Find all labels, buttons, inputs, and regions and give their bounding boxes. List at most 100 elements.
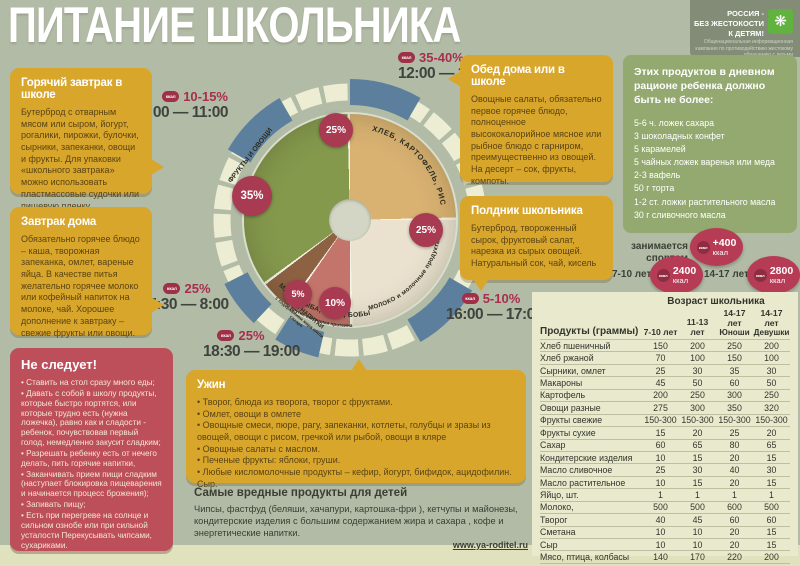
value-cell: 200 xyxy=(764,552,779,563)
box-title: Этих продуктов в дневном рационе ребенка… xyxy=(634,66,775,107)
value-cell: 60 xyxy=(729,514,740,525)
value-cell: 40 xyxy=(729,465,740,476)
value-cell: 15 xyxy=(692,452,703,463)
box-title: Горячий завтрак в школе xyxy=(21,77,123,101)
value-cell: 45 xyxy=(692,514,703,525)
value-cell: 10 xyxy=(692,539,703,550)
arc-dinner xyxy=(275,317,325,358)
product-name: Молоко, xyxy=(540,502,574,513)
list-item: Разрешать ребенку есть от нечего делать,… xyxy=(21,449,162,469)
pointer-tail xyxy=(448,71,461,87)
list-item: Любые кисломолочные продукты – кефир, йо… xyxy=(197,467,515,490)
value-cell: 15 xyxy=(766,452,777,463)
arc-breakfast-home xyxy=(224,271,272,324)
value-cell: 275 xyxy=(653,402,668,413)
value-cell: 1 xyxy=(695,489,700,500)
value-cell: 60 xyxy=(766,514,777,525)
pointer-tail xyxy=(351,359,367,371)
arc-lunch xyxy=(349,79,421,121)
product-name: Сырники, омлет xyxy=(540,365,606,376)
list-item: 30 г сливочного масла xyxy=(634,209,726,220)
value-cell: 35 xyxy=(729,365,740,376)
harmful-title: Самые вредные продукты для детей xyxy=(194,487,408,499)
box-body: Бутерброд с отварным мясом или сыром, йо… xyxy=(21,107,140,211)
list-item: Есть при перегреве на солнце и сильном о… xyxy=(21,511,162,550)
product-name: Рыба xyxy=(540,565,642,566)
box-hot-breakfast: Горячий завтрак в школе Бутерброд с отва… xyxy=(10,68,164,211)
dont-list: Ставить на стол сразу много еды;Давать с… xyxy=(21,378,162,550)
list-item: 5-6 ч. ложек сахара xyxy=(634,117,714,128)
table-row: Сметана 10 10 20 15 xyxy=(540,525,790,538)
box-title: Обед дома или в школе xyxy=(471,64,565,88)
list-item: Творог, блюда из творога, творог с фрукт… xyxy=(197,397,515,409)
value-cell: 80 xyxy=(729,440,740,451)
table-row: Сахар 60 65 80 65 xyxy=(540,438,790,451)
svg-text:ХЛЕБ, КАРТОФЕЛЬ, РИС: ХЛЕБ, КАРТОФЕЛЬ, РИС xyxy=(371,124,447,207)
list-item: 50 г торта xyxy=(634,183,675,194)
table-row: Рыба 40 50 70 60 xyxy=(540,562,790,566)
value-cell: 50 xyxy=(766,378,777,389)
time-range: 16:00 — 17:00 xyxy=(446,306,543,323)
tree-icon: ❋ xyxy=(768,9,793,34)
kcal-icon: ккал xyxy=(656,268,670,282)
value-cell: 350 xyxy=(727,402,742,413)
list-item: Запивать пищу; xyxy=(21,500,162,510)
value-cell: 50 xyxy=(692,378,703,389)
kcal-icon: ккал xyxy=(753,268,767,282)
box-title: Полдник школьника xyxy=(471,205,583,217)
list-item: Овощные смеси, пюре, рагу, запеканки, ко… xyxy=(197,420,515,443)
table-row: Сырники, омлет 25 30 35 30 xyxy=(540,363,790,376)
product-name: Овощи разные xyxy=(540,402,601,413)
value-cell: 150-300 xyxy=(644,415,677,426)
list-item: Овощные салаты с маслом. xyxy=(197,444,515,456)
campaign-slogan: РОССИЯ - БЕЗ ЖЕСТОКОСТИ К ДЕТЯМ! xyxy=(693,9,764,39)
percent-badge-fruits: 35% xyxy=(232,176,272,216)
product-name: Масло растительное xyxy=(540,477,626,488)
schedule-snack: ккал 5-10% 16:00 — 17:00 xyxy=(446,291,543,323)
kcal-icon: ккал xyxy=(217,330,235,341)
kcal-icon: ккал xyxy=(461,293,479,304)
value-cell: 150-300 xyxy=(681,415,714,426)
value-cell: 1 xyxy=(658,489,663,500)
value-cell: 1 xyxy=(769,489,774,500)
column-header: 11-13 лет xyxy=(686,317,709,337)
calories-oval-sport: ккал +400 ккал xyxy=(690,228,743,266)
value-cell: 500 xyxy=(690,502,705,513)
website-link[interactable]: www.ya-roditel.ru xyxy=(452,540,528,550)
value-cell: 10 xyxy=(655,539,666,550)
pointer-tail xyxy=(151,296,164,313)
list-item: Печеные фрукты: яблоки, груши. xyxy=(197,455,515,467)
product-name: Яйцо, шт. xyxy=(540,489,579,500)
list-item: 5 карамелей xyxy=(634,143,686,154)
box-title: Не следует! xyxy=(21,357,98,372)
value-cell: 45 xyxy=(655,378,666,389)
value-cell: 200 xyxy=(653,390,668,401)
value-cell: 170 xyxy=(690,552,705,563)
table-row: Молоко, 500 500 600 500 xyxy=(540,500,790,513)
time-range: 7:30 — 8:00 xyxy=(148,296,229,313)
pie-label-bread: ХЛЕБ, КАРТОФЕЛЬ, РИС xyxy=(371,124,447,207)
value-cell: 60 xyxy=(655,440,666,451)
calories-label-7-10: 7-10 лет xyxy=(612,269,652,280)
value-cell: 40 xyxy=(655,514,666,525)
table-row: Сыр 10 10 20 15 xyxy=(540,538,790,550)
value-cell: 100 xyxy=(690,353,705,364)
value-cell: 30 xyxy=(766,365,777,376)
percent-badge-milk: 25% xyxy=(409,213,443,247)
value-cell: 15 xyxy=(692,477,703,488)
table-row: Масло растительное 10 15 20 15 xyxy=(540,475,790,488)
value-cell: 150-300 xyxy=(755,415,788,426)
box-body: Обязательно горячее блюдо – каша, творож… xyxy=(21,234,140,338)
schedule-breakfast-home: ккал 25% 7:30 — 8:00 xyxy=(148,281,229,313)
value-cell: 15 xyxy=(766,539,777,550)
column-header: 14-17 лет Юноши xyxy=(719,308,750,337)
kcal-icon: ккал xyxy=(163,283,181,294)
list-item: 5 чайных ложек варенья или меда xyxy=(634,157,775,168)
table-row: Кондитерские изделия 10 15 20 15 xyxy=(540,450,790,463)
column-header: 14-17 лет Девушки xyxy=(753,308,790,337)
box-home-breakfast: Завтрак дома Обязательно горячее блюдо –… xyxy=(10,207,164,338)
table-row: Макароны 45 50 60 50 xyxy=(540,376,790,388)
product-name: Сахар xyxy=(540,440,566,451)
page-title: ПИТАНИЕ ШКОЛЬНИКА xyxy=(8,0,461,53)
value-cell: 25 xyxy=(655,365,666,376)
